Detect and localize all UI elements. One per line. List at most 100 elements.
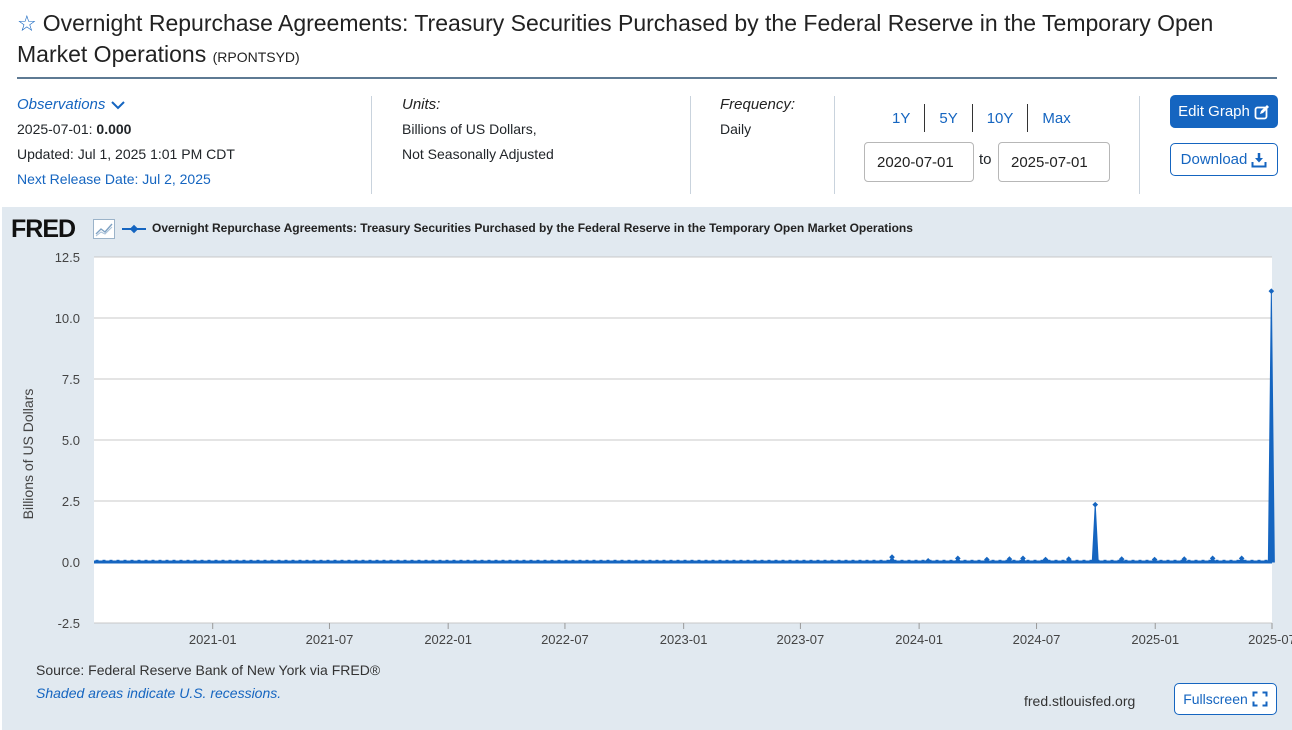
fullscreen-label: Fullscreen bbox=[1183, 691, 1248, 707]
series-marker bbox=[473, 559, 477, 563]
series-marker bbox=[494, 559, 498, 563]
series-point bbox=[1238, 555, 1245, 562]
series-marker bbox=[151, 559, 155, 563]
series-marker bbox=[466, 559, 470, 563]
edit-graph-button[interactable]: Edit Graph bbox=[1170, 95, 1278, 128]
series-marker bbox=[305, 559, 309, 563]
series-marker bbox=[102, 559, 106, 563]
start-date-input[interactable] bbox=[864, 142, 974, 182]
series-marker bbox=[263, 559, 267, 563]
series-marker bbox=[837, 559, 841, 563]
edit-icon bbox=[1254, 104, 1269, 119]
series-marker bbox=[319, 559, 323, 563]
recession-note-link[interactable]: Shaded areas indicate U.S. recessions. bbox=[36, 685, 282, 701]
series-marker bbox=[291, 559, 295, 563]
series-point bbox=[1209, 555, 1216, 562]
series-marker bbox=[417, 559, 421, 563]
series-marker bbox=[851, 559, 855, 563]
fullscreen-button[interactable]: Fullscreen bbox=[1174, 683, 1277, 715]
series-marker bbox=[697, 559, 701, 563]
x-tick-label: 2022-01 bbox=[424, 632, 472, 647]
series-marker bbox=[375, 559, 379, 563]
series-marker bbox=[795, 559, 799, 563]
series-point bbox=[1042, 556, 1049, 563]
series-point bbox=[889, 554, 895, 560]
units-line-2: Not Seasonally Adjusted bbox=[402, 146, 554, 162]
series-marker bbox=[452, 559, 456, 563]
next-release-link[interactable]: Next Release Date: Jul 2, 2025 bbox=[17, 171, 211, 187]
series-marker bbox=[634, 559, 638, 563]
series-marker bbox=[907, 559, 911, 563]
series-marker bbox=[1145, 559, 1149, 563]
site-url: fred.stlouisfed.org bbox=[1024, 693, 1136, 709]
series-marker bbox=[872, 559, 876, 563]
source-text: Source: Federal Reserve Bank of New York… bbox=[36, 662, 381, 678]
series-marker bbox=[529, 559, 533, 563]
series-marker bbox=[109, 559, 113, 563]
series-marker bbox=[578, 559, 582, 563]
series-marker bbox=[844, 559, 848, 563]
series-marker bbox=[1089, 559, 1093, 563]
x-tick-label: 2021-07 bbox=[306, 632, 354, 647]
series-marker bbox=[522, 559, 526, 563]
series-marker bbox=[368, 559, 372, 563]
series-marker bbox=[501, 559, 505, 563]
series-marker bbox=[879, 559, 883, 563]
range-max-link[interactable]: Max bbox=[1042, 109, 1071, 127]
series-marker bbox=[403, 559, 407, 563]
frequency-label: Frequency: bbox=[720, 96, 796, 113]
range-10y-link[interactable]: 10Y bbox=[986, 109, 1014, 127]
series-marker bbox=[746, 559, 750, 563]
x-tick-label: 2023-07 bbox=[777, 632, 825, 647]
series-marker bbox=[1159, 559, 1163, 563]
series-marker bbox=[284, 559, 288, 563]
series-point bbox=[1118, 556, 1125, 562]
series-marker bbox=[382, 559, 386, 563]
series-marker bbox=[438, 559, 442, 563]
updated-text: Updated: Jul 1, 2025 1:01 PM CDT bbox=[17, 146, 235, 162]
series-marker bbox=[1061, 559, 1065, 563]
series-marker bbox=[1236, 559, 1240, 563]
series-marker bbox=[669, 559, 673, 563]
series-marker bbox=[333, 559, 337, 563]
series-marker bbox=[207, 559, 211, 563]
series-marker bbox=[543, 559, 547, 563]
series-marker bbox=[998, 559, 1002, 563]
series-marker bbox=[193, 559, 197, 563]
chart-icon bbox=[93, 219, 115, 239]
series-marker bbox=[116, 559, 120, 563]
series-marker bbox=[347, 559, 351, 563]
download-button[interactable]: Download bbox=[1170, 143, 1278, 176]
series-marker bbox=[1082, 559, 1086, 563]
series-marker bbox=[445, 559, 449, 563]
series-marker bbox=[991, 559, 995, 563]
series-id: (RPONTSYD) bbox=[212, 49, 300, 65]
observations-toggle[interactable]: Observations bbox=[17, 96, 126, 113]
series-marker bbox=[592, 559, 596, 563]
frequency-value: Daily bbox=[720, 121, 752, 137]
series-marker bbox=[739, 559, 743, 563]
series-marker bbox=[886, 559, 890, 563]
y-tick-label: 5.0 bbox=[62, 433, 80, 448]
series-marker bbox=[1250, 559, 1254, 563]
series-marker bbox=[298, 559, 302, 563]
series-marker bbox=[718, 559, 722, 563]
separator bbox=[924, 104, 926, 132]
star-outline-icon[interactable]: ☆ bbox=[17, 11, 37, 36]
series-marker bbox=[627, 559, 631, 563]
range-5y-link[interactable]: 5Y bbox=[939, 109, 958, 127]
series-marker bbox=[550, 559, 554, 563]
series-marker bbox=[711, 559, 715, 563]
series-marker bbox=[676, 559, 680, 563]
range-1y-link[interactable]: 1Y bbox=[892, 109, 911, 127]
series-marker bbox=[1012, 559, 1016, 563]
series-marker bbox=[277, 559, 281, 563]
series-spike bbox=[1267, 291, 1275, 563]
series-marker bbox=[802, 559, 806, 563]
end-date-input[interactable] bbox=[998, 142, 1110, 182]
series-marker bbox=[144, 559, 148, 563]
y-tick-label: 2.5 bbox=[62, 494, 80, 509]
x-tick-label: 2024-01 bbox=[895, 632, 943, 647]
series-marker bbox=[340, 559, 344, 563]
